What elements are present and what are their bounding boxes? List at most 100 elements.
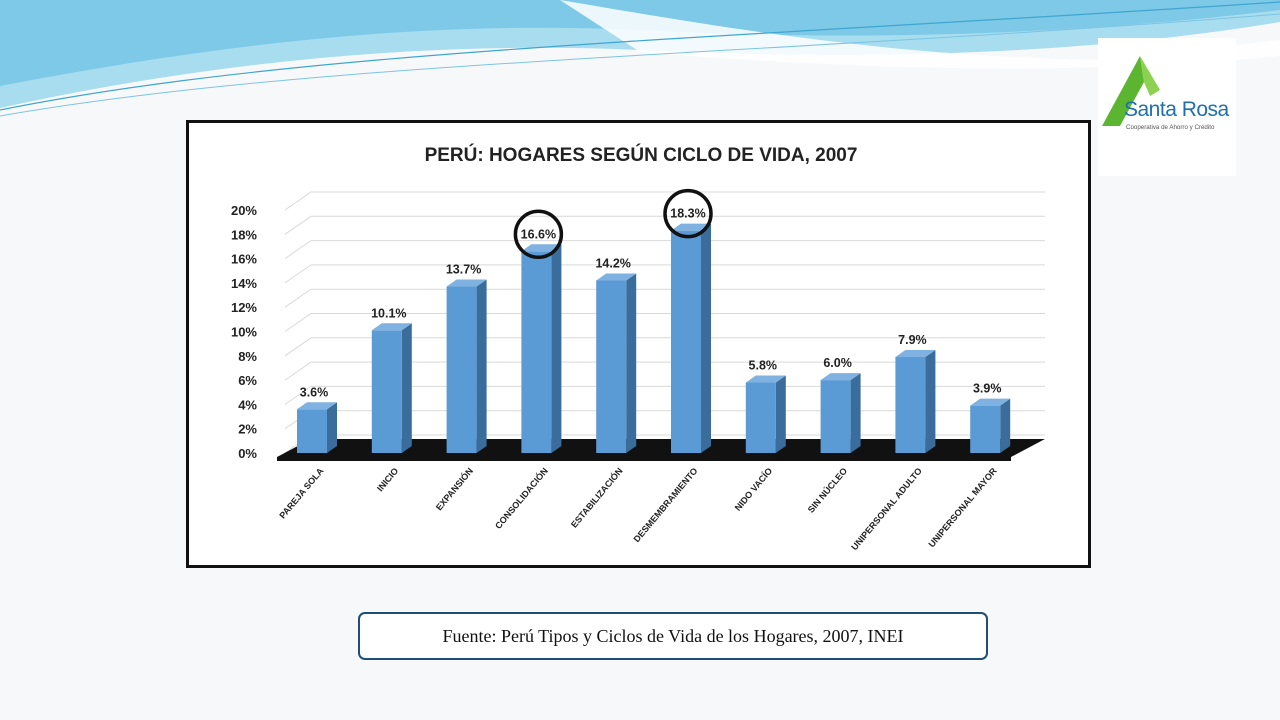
- bar-top: [371, 323, 412, 331]
- category-label: NIDO VACÍO: [733, 466, 775, 513]
- data-label: 5.8%: [749, 359, 778, 373]
- y-tick-label: 8%: [238, 349, 257, 364]
- highlight-rings: [513, 188, 713, 260]
- top-wave-line: [0, 1, 1280, 111]
- santa-rosa-logo: Santa Rosa Cooperativa de Ahorro y Crédi…: [1098, 38, 1236, 176]
- y-tick-labels: 0% 2% 4% 6% 8% 10% 12% 14% 16% 18% 20%: [231, 203, 257, 461]
- highlight-ring: [663, 188, 713, 239]
- bar: [596, 273, 637, 453]
- bar-front: [745, 382, 776, 453]
- y-tick-label: 12%: [231, 300, 257, 315]
- bar-top: [745, 375, 786, 383]
- data-label: 3.9%: [973, 382, 1002, 396]
- data-label: 16.6%: [521, 227, 556, 241]
- chart-frame: 0% 2% 4% 6% 8% 10% 12% 14% 16% 18% 20% PAREJA SOLA…: [186, 120, 1091, 568]
- bar: [745, 375, 786, 453]
- bar-side: [850, 373, 861, 453]
- bar-front: [297, 409, 327, 453]
- y-tick-label: 18%: [231, 227, 257, 242]
- gridline: [284, 215, 1045, 235]
- bar: [895, 350, 936, 453]
- gridline: [284, 313, 1045, 332]
- bar-front: [895, 357, 926, 453]
- bar-top: [446, 279, 487, 287]
- bar: [521, 244, 562, 453]
- bar-top: [970, 398, 1011, 406]
- bar-front: [671, 230, 701, 453]
- gridline: [284, 385, 1045, 405]
- y-tick-label: 6%: [238, 373, 257, 388]
- source-box: Fuente: Perú Tipos y Ciclos de Vida de l…: [358, 612, 988, 660]
- logo-name: Santa Rosa: [1124, 98, 1229, 121]
- chart-floor-edge: [277, 457, 1011, 461]
- grid-layer: [284, 191, 1045, 454]
- bar-side: [327, 402, 337, 453]
- bar-top: [297, 402, 337, 410]
- category-label: CONSOLIDACIÓN: [492, 465, 550, 531]
- highlight-ring: [513, 209, 564, 260]
- y-tick-label: 20%: [231, 203, 257, 218]
- bar-front: [446, 286, 477, 453]
- bar-side: [775, 375, 786, 453]
- gridline: [284, 288, 1045, 308]
- data-label: 18.3%: [670, 207, 705, 221]
- bar-side: [701, 223, 711, 453]
- bar-side: [476, 279, 487, 453]
- data-label: 6.0%: [823, 356, 852, 370]
- gridline: [284, 361, 1045, 381]
- data-label: 14.2%: [595, 256, 630, 270]
- top-wave-white-sweep: [560, 0, 1280, 69]
- bar: [671, 223, 711, 453]
- bar-side: [1000, 398, 1011, 453]
- gridline: [284, 191, 1045, 211]
- bar-side: [626, 273, 637, 453]
- data-label: 10.1%: [371, 306, 406, 320]
- x-category-labels: PAREJA SOLA INICIO EXPANSIÓN CONSOLIDACIÓN E…: [277, 465, 999, 552]
- category-label: EXPANSIÓN: [433, 465, 475, 512]
- category-label: INICIO: [375, 466, 400, 494]
- bar-top: [895, 350, 936, 358]
- gridline: [284, 337, 1045, 357]
- top-wave-line-2: [0, 13, 1280, 117]
- bar: [820, 373, 861, 453]
- category-label: SIN NÚCLEO: [805, 465, 849, 515]
- bar-front: [596, 280, 627, 453]
- source-text: Fuente: Perú Tipos y Ciclos de Vida de l…: [442, 625, 904, 646]
- gridline: [284, 240, 1045, 260]
- category-label: UNIPERSONAL ADULTO: [849, 466, 924, 552]
- bar: [446, 279, 487, 453]
- category-label: ESTABILIZACIÓN: [568, 465, 625, 529]
- data-label: 7.9%: [898, 333, 927, 347]
- bar-top: [521, 244, 562, 252]
- data-label: 3.6%: [300, 385, 329, 399]
- chart-title: PERÚ: HOGARES SEGÚN CICLO DE VIDA, 2007: [425, 144, 858, 166]
- bar-front: [970, 405, 1001, 453]
- y-tick-label: 10%: [231, 325, 257, 340]
- bar-front: [820, 380, 851, 453]
- y-tick-label: 4%: [238, 397, 257, 412]
- category-label: UNIPERSONAL MAYOR: [926, 465, 999, 549]
- logo-subtitle: Cooperativa de Ahorro y Crédito: [1126, 124, 1215, 131]
- bar-front: [521, 251, 552, 453]
- data-label: 13.7%: [446, 263, 481, 277]
- data-labels: 3.6% 10.1% 13.7% 16.6% 14.2% 18.3% 5.8% 6.0% 7.9…: [300, 207, 1002, 400]
- y-tick-label: 2%: [238, 422, 257, 437]
- bar-top: [820, 373, 861, 381]
- bar-side: [925, 350, 936, 453]
- gridline: [284, 264, 1045, 284]
- bar: [297, 402, 337, 453]
- y-tick-label: 14%: [231, 276, 257, 291]
- bar-side: [401, 323, 412, 453]
- bar-front: [371, 330, 402, 453]
- y-tick-label: 0%: [238, 446, 257, 461]
- category-label: DESMEMBRAMIENTO: [632, 466, 700, 544]
- bar: [371, 323, 412, 453]
- category-label: PAREJA SOLA: [277, 465, 325, 520]
- bar-side: [551, 244, 562, 453]
- logo-triangle-icon: [1102, 56, 1160, 126]
- y-tick-label: 16%: [231, 252, 257, 267]
- bar-top: [671, 223, 711, 231]
- bars-layer: [297, 223, 1011, 453]
- bar-top: [596, 273, 637, 281]
